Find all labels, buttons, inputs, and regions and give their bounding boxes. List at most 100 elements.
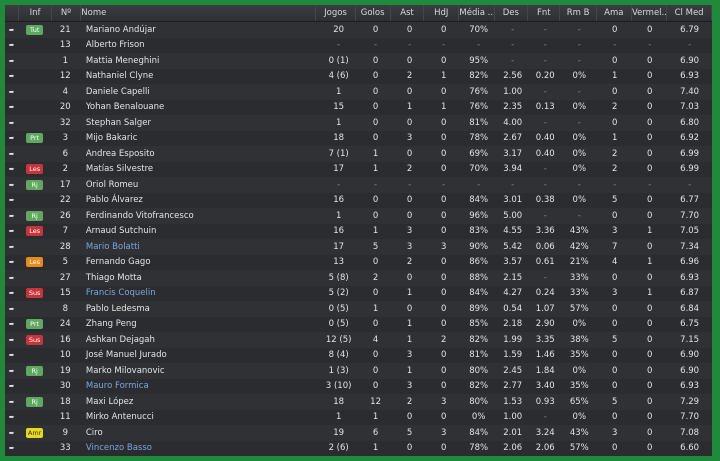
table-row[interactable]: ➨ Prt 3 Mijo Bakaric 18 0 3 0 78% 2.67 0.40 0% 1 0 6.9… <box>5 130 712 146</box>
table-row[interactable]: ➨ 32 Stephan Salger 1 0 0 0 81% 4.00 - - 0 0 6.80 <box>5 115 712 131</box>
player-name-link[interactable]: Fernando Gago <box>85 257 151 268</box>
column-header-shots[interactable]: Fnt <box>528 5 561 21</box>
table-row[interactable]: ➨ 4 Daniele Capelli 1 0 0 0 76% 1.00 - - 0 0 7.40 <box>5 84 712 100</box>
table-row[interactable]: ➨ Les 7 Arnaud Sutchuin 16 1 3 0 83% 4.55 3.36 43% 3… <box>5 223 712 239</box>
row-arrow-icon[interactable]: ➨ <box>8 258 15 267</box>
column-header-yellow-cards[interactable]: Ama <box>597 5 632 21</box>
row-arrow-icon[interactable]: ➨ <box>8 273 15 282</box>
player-name-link[interactable]: Andrea Esposito <box>85 148 155 159</box>
row-arrow-icon[interactable]: ➨ <box>8 87 15 96</box>
row-arrow-icon[interactable]: ➨ <box>8 335 15 344</box>
player-name-link[interactable]: Pablo Álvarez <box>85 195 143 206</box>
table-row[interactable]: ➨ Rj 19 Marko Milovanovic 1 (3) 0 1 0 80% 2.45 1.8… <box>5 363 712 379</box>
row-arrow-icon[interactable]: ➨ <box>8 211 15 220</box>
column-header-apps[interactable]: Jogos <box>316 5 356 21</box>
table-row[interactable]: ➨ Sus 15 Francis Coquelin 5 (2) 0 1 0 84% 4.27 0.2… <box>5 285 712 301</box>
row-arrow-icon[interactable]: ➨ <box>8 413 15 422</box>
column-header-red-cards[interactable]: Vermel.. <box>632 5 668 21</box>
player-name-link[interactable]: Mattia Meneghini <box>85 55 160 66</box>
player-name-link[interactable]: Pablo Ledesma <box>85 303 150 314</box>
player-name-link[interactable]: Ferdinando Vitofrancesco <box>85 210 194 221</box>
table-row[interactable]: ➨ 28 Mario Bolatti 17 5 3 3 90% 5.42 0.06 42% 7 0 7.3… <box>5 239 712 255</box>
table-row[interactable]: ➨ 12 Nathaniel Clyne 4 (6) 0 2 1 82% 2.56 0.20 0% 1… <box>5 68 712 84</box>
row-arrow-icon[interactable]: ➨ <box>8 289 15 298</box>
player-name-link[interactable]: Mario Bolatti <box>85 241 140 252</box>
player-name-link[interactable]: Vincenzo Basso <box>85 443 152 454</box>
table-row[interactable]: ➨ Rj 18 Maxi López 18 12 2 3 80% 1.53 0.93 65% 5 0 7.2… <box>5 394 712 410</box>
row-arrow-icon[interactable]: ➨ <box>8 165 15 174</box>
table-row[interactable]: ➨ Rj 26 Ferdinando Vitofrancesco 1 0 0 0 96% 5.00… <box>5 208 712 224</box>
player-name-link[interactable]: Stephan Salger <box>85 117 151 128</box>
column-header-pass-ratio[interactable]: Média ... <box>459 5 495 21</box>
row-arrow-icon[interactable]: ➨ <box>8 41 15 50</box>
column-header-assists[interactable]: Ast <box>391 5 425 21</box>
column-header-tackles[interactable]: Des <box>495 5 529 21</box>
table-row[interactable]: ➨ 10 José Manuel Jurado 8 (4) 0 3 0 81% 1.59 1.46… <box>5 347 712 363</box>
table-row[interactable]: ➨ 8 Pablo Ledesma 0 (5) 1 0 0 89% 0.54 1.07 57% 0 0 6… <box>5 301 712 317</box>
row-arrow-icon[interactable]: ➨ <box>8 56 15 65</box>
player-name-link[interactable]: Mirko Antenucci <box>85 412 154 423</box>
table-body: ➨ Tut 21 Mariano Andújar 20 0 0 0 70% - - -0 0 6.79 ➨ 1… <box>5 22 712 456</box>
column-header-name[interactable]: Nome <box>81 5 317 21</box>
player-name-link[interactable]: Alberto Frison <box>85 40 145 51</box>
column-header-inf[interactable]: Inf <box>19 5 52 21</box>
column-header-player-of-match[interactable]: HdJ <box>424 5 460 21</box>
column-header-goals[interactable]: Golos <box>356 5 391 21</box>
row-arrow-icon[interactable]: ➨ <box>8 103 15 112</box>
player-name-link[interactable]: Ciro <box>85 427 103 438</box>
player-name-link[interactable]: Mariano Andújar <box>85 24 156 35</box>
row-arrow-icon[interactable]: ➨ <box>8 149 15 158</box>
player-name-link[interactable]: Arnaud Sutchuin <box>85 226 157 237</box>
row-arrow-icon[interactable]: ➨ <box>8 25 15 34</box>
row-arrow-icon[interactable]: ➨ <box>8 118 15 127</box>
table-row[interactable]: ➨ 20 Yohan Benalouane 15 0 1 1 76% 2.35 0.13 0% 2 0 7… <box>5 99 712 115</box>
row-arrow-icon[interactable]: ➨ <box>8 227 15 236</box>
player-name-link[interactable]: Mauro Formica <box>85 381 149 392</box>
player-name-link[interactable]: Oriol Romeu <box>85 179 139 190</box>
player-name-link[interactable]: Francis Coquelin <box>85 288 156 299</box>
column-header-arrow[interactable] <box>5 5 20 21</box>
player-name-link[interactable]: Ashkan Dejagah <box>85 334 155 345</box>
row-arrow-icon[interactable]: ➨ <box>8 366 15 375</box>
row-arrow-icon[interactable]: ➨ <box>8 382 15 391</box>
row-arrow-icon[interactable]: ➨ <box>8 242 15 251</box>
table-row[interactable]: ➨ 33 Vincenzo Basso 2 (6) 1 0 0 78% 2.06 2.06 57% 0… <box>5 440 712 456</box>
player-name-link[interactable]: Zhang Peng <box>85 319 137 330</box>
row-arrow-icon[interactable]: ➨ <box>8 72 15 81</box>
column-header-number[interactable]: Nº <box>52 5 82 21</box>
table-row[interactable]: ➨ 6 Andrea Esposito 7 (1) 1 0 0 69% 3.17 0.40 0% 2 0… <box>5 146 712 162</box>
player-name-link[interactable]: José Manuel Jurado <box>85 350 167 361</box>
row-arrow-icon[interactable]: ➨ <box>8 320 15 329</box>
player-name-link[interactable]: Nathaniel Clyne <box>85 71 154 82</box>
player-name-link[interactable]: Matías Silvestre <box>85 164 154 175</box>
table-row[interactable]: ➨ 27 Thiago Motta 5 (8) 2 0 0 88% 2.15 - 33% 0 0 6.93 <box>5 270 712 286</box>
table-row[interactable]: ➨ Les 2 Matías Silvestre 17 1 2 0 70% 3.94 - 0% 2 0 6.… <box>5 161 712 177</box>
player-name-link[interactable]: Thiago Motta <box>85 272 142 283</box>
row-arrow-icon[interactable]: ➨ <box>8 304 15 313</box>
column-header-conversion[interactable]: Rm B <box>560 5 597 21</box>
table-row[interactable]: ➨ Prt 24 Zhang Peng 0 (5) 0 1 0 85% 2.18 2.90 0% 0 0 6… <box>5 316 712 332</box>
player-name-link[interactable]: Maxi López <box>85 396 134 407</box>
table-row[interactable]: ➨ 11 Mirko Antenucci 1 1 0 0 0% 1.00-0% 0 0 7.70 <box>5 409 712 425</box>
table-row[interactable]: ➨ Amr 9 Ciro 19 6 5 3 84% 2.01 3.24 43% 3 0 7.08 <box>5 425 712 441</box>
table-row[interactable]: ➨ Rj 17 Oriol Romeu - - - - - - - - - - - <box>5 177 712 193</box>
table-row[interactable]: ➨ Les 5 Fernando Gago 13 0 2 0 86% 3.57 0.61 21% 4 1 6… <box>5 254 712 270</box>
player-name-link[interactable]: Yohan Benalouane <box>85 102 165 113</box>
player-name-link[interactable]: Marko Milovanovic <box>85 365 165 376</box>
table-row[interactable]: ➨ Sus 16 Ashkan Dejagah 12 (5) 4 1 2 82% 1.99 3.35… <box>5 332 712 348</box>
row-arrow-icon[interactable]: ➨ <box>8 180 15 189</box>
table-row[interactable]: ➨ 1 Mattia Meneghini 0 (1) 0 0 0 95% - - - 0 0 6.90 <box>5 53 712 69</box>
table-row[interactable]: ➨ Tut 21 Mariano Andújar 20 0 0 0 70% - - - 0 0 6.79 <box>5 22 712 38</box>
player-name-link[interactable]: Mijo Bakaric <box>85 133 138 144</box>
row-arrow-icon[interactable]: ➨ <box>8 351 15 360</box>
table-row[interactable]: ➨ 22 Pablo Álvarez 16 0 0 0 84% 3.01 0.38 0% 5 0 6.77 <box>5 192 712 208</box>
row-arrow-icon[interactable]: ➨ <box>8 444 15 453</box>
player-name-link[interactable]: Daniele Capelli <box>85 86 150 97</box>
table-row[interactable]: ➨ 30 Mauro Formica 3 (10) 0 3 0 82% 2.77 3.40 35% 0… <box>5 378 712 394</box>
row-arrow-icon[interactable]: ➨ <box>8 428 15 437</box>
row-arrow-icon[interactable]: ➨ <box>8 196 15 205</box>
row-arrow-icon[interactable]: ➨ <box>8 134 15 143</box>
row-arrow-icon[interactable]: ➨ <box>8 397 15 406</box>
table-row[interactable]: ➨ 13 Alberto Frison - - - - - - - - - - - <box>5 37 712 53</box>
column-header-avg-rating[interactable]: Cl Med <box>667 5 712 21</box>
